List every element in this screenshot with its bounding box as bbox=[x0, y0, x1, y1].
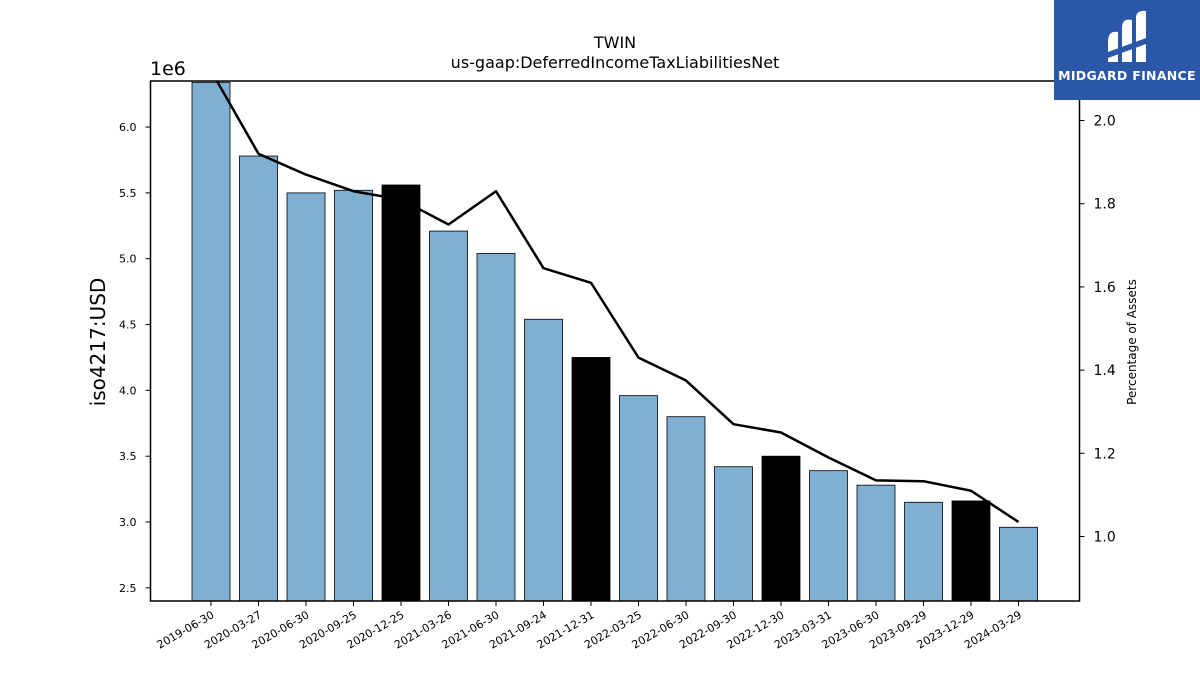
plot-frame bbox=[149, 80, 1081, 602]
bar bbox=[334, 189, 373, 602]
y2-tick-label: 1.2 bbox=[1094, 446, 1116, 462]
y2-tick-label: 1.6 bbox=[1094, 280, 1116, 296]
bar bbox=[476, 253, 516, 602]
bar bbox=[856, 484, 896, 602]
y-axis-label: iso4217:USD bbox=[86, 278, 110, 407]
bar bbox=[191, 81, 231, 602]
y-tick-label: 4.5 bbox=[119, 319, 137, 332]
bar bbox=[714, 466, 753, 602]
logo-text: MIDGARD FINANCE bbox=[1058, 68, 1196, 83]
chart-title: TWIN bbox=[593, 33, 636, 52]
y-tick-label: 3.5 bbox=[119, 450, 137, 463]
line-layer bbox=[215, 81, 1020, 524]
bar bbox=[809, 470, 848, 602]
y2-tick-label: 1.8 bbox=[1094, 197, 1116, 213]
y-tick-label: 4.0 bbox=[119, 384, 137, 397]
y-tick-label: 6.0 bbox=[119, 121, 137, 134]
bar bbox=[951, 500, 991, 602]
y-tick-label: 5.0 bbox=[119, 253, 137, 266]
bar bbox=[571, 357, 611, 602]
bar bbox=[524, 318, 563, 602]
bar bbox=[381, 184, 421, 602]
y-tick-label: 2.5 bbox=[119, 582, 137, 595]
y-tick-label: 5.5 bbox=[119, 187, 137, 200]
chart-subtitle: us-gaap:DeferredIncomeTaxLiabilitiesNet bbox=[451, 53, 780, 72]
bar bbox=[239, 155, 278, 602]
bar bbox=[429, 230, 468, 602]
midgard-logo-icon bbox=[1108, 10, 1146, 62]
bar bbox=[999, 526, 1038, 602]
series-line bbox=[215, 81, 1020, 524]
bar bbox=[761, 455, 801, 602]
y2-tick-label: 2.0 bbox=[1094, 114, 1116, 130]
y2-axis-label: Percentage of Assets bbox=[1125, 279, 1139, 405]
y2-tick-label: 1.4 bbox=[1094, 363, 1116, 379]
y-offset-label: 1e6 bbox=[150, 58, 186, 80]
brand-logo: MIDGARD FINANCE bbox=[1054, 0, 1200, 100]
bar-group bbox=[191, 81, 1038, 602]
bar bbox=[904, 501, 943, 602]
y2-tick-label: 1.0 bbox=[1094, 530, 1116, 546]
bar bbox=[666, 416, 706, 602]
bar bbox=[619, 395, 658, 602]
y-tick-label: 3.0 bbox=[119, 516, 137, 529]
bar bbox=[286, 192, 326, 602]
